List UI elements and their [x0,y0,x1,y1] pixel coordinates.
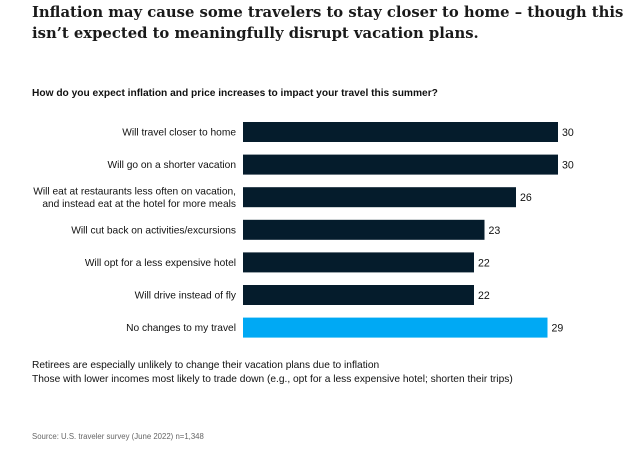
category-label: Will travel closer to home [122,128,236,139]
value-label: 30 [562,127,574,139]
category-label: Will drive instead of fly [135,291,237,302]
category-label: Will go on a shorter vacation [107,160,236,171]
source-note: Source: U.S. traveler survey (June 2022)… [32,432,204,441]
category-label: No changes to my travel [126,323,236,334]
category-label: Will opt for a less expensive hotel [85,258,236,269]
value-label: 30 [562,160,574,172]
value-label: 22 [478,290,490,302]
value-label: 22 [478,257,490,269]
value-label: 26 [520,192,532,204]
bar [243,285,474,305]
bar [243,252,474,273]
bar [243,219,485,240]
headline: Inflation may cause some travelers to st… [32,4,624,42]
value-label: 23 [489,225,501,237]
category-label: and instead eat at the hotel for more me… [42,199,236,210]
category-label: Will cut back on activities/excursions [71,225,236,236]
value-label: 29 [552,323,564,335]
bar [243,187,516,208]
notes: Retirees are especially unlikely to chan… [32,359,513,386]
category-label: Will eat at restaurants less often on va… [33,186,236,197]
chart-title: How do you expect inflation and price in… [32,88,438,99]
bar-chart: 30 Will travel closer to home 30 Will go on… [33,122,574,338]
bar [243,122,558,142]
bar [243,154,558,175]
note-retirees: Retirees are especially unlikely to chan… [32,360,380,371]
bar [243,317,548,338]
note-lower-incomes: Those with lower incomes most likely to … [32,373,513,385]
